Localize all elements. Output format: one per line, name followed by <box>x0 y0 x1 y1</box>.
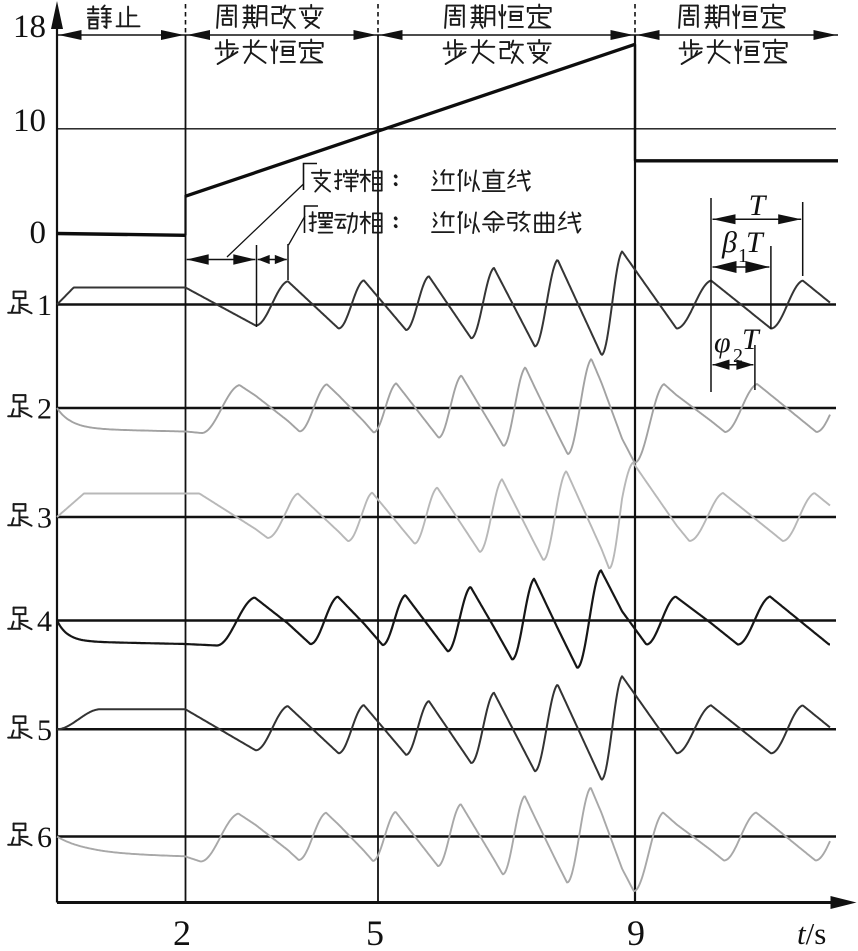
svg-text:2: 2 <box>37 393 52 426</box>
svg-text:1: 1 <box>738 245 748 267</box>
svg-text:5: 5 <box>37 714 52 747</box>
svg-text:3: 3 <box>37 502 52 535</box>
svg-text:18: 18 <box>13 9 46 45</box>
svg-text:6: 6 <box>37 821 52 854</box>
svg-text:4: 4 <box>37 605 52 638</box>
svg-text:φ: φ <box>714 326 731 359</box>
svg-text:5: 5 <box>366 913 384 946</box>
svg-text:T: T <box>742 323 761 356</box>
svg-text:T: T <box>746 226 765 259</box>
svg-text:10: 10 <box>13 103 46 139</box>
svg-text:9: 9 <box>627 913 645 946</box>
svg-text:2: 2 <box>733 345 743 367</box>
svg-text:β: β <box>721 226 737 259</box>
svg-text:1: 1 <box>37 289 52 322</box>
svg-text:t/s: t/s <box>797 916 826 946</box>
svg-text:T: T <box>749 189 768 222</box>
svg-text:2: 2 <box>173 913 191 946</box>
svg-text:0: 0 <box>30 215 47 251</box>
